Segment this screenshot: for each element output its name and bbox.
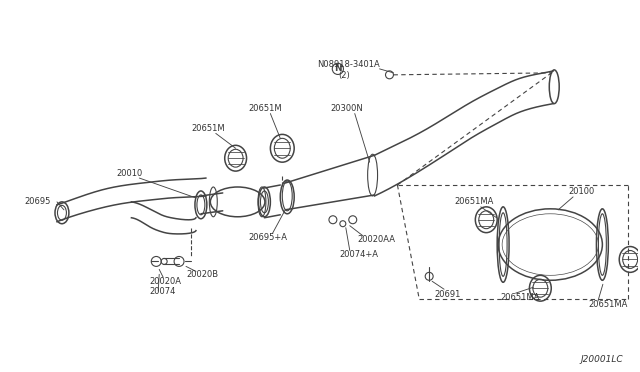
- Text: 20074: 20074: [149, 287, 175, 296]
- Text: 20651M: 20651M: [191, 124, 225, 133]
- Text: 20695+A: 20695+A: [248, 233, 287, 242]
- Text: 20695: 20695: [24, 198, 51, 206]
- Text: 20020A: 20020A: [149, 277, 181, 286]
- Text: N: N: [334, 64, 342, 73]
- Text: (2): (2): [338, 71, 349, 80]
- Text: 20100: 20100: [568, 187, 595, 196]
- Text: J20001LC: J20001LC: [580, 355, 623, 364]
- Text: 20651M: 20651M: [248, 104, 282, 113]
- Text: 20651MA: 20651MA: [500, 293, 540, 302]
- Text: 20020B: 20020B: [186, 270, 218, 279]
- Text: 20651MA: 20651MA: [588, 299, 627, 309]
- Text: 20020AA: 20020AA: [358, 235, 396, 244]
- Text: N08918-3401A: N08918-3401A: [317, 60, 380, 70]
- Text: 20010: 20010: [116, 169, 143, 177]
- Text: 20300N: 20300N: [330, 104, 363, 113]
- Text: 20074+A: 20074+A: [340, 250, 379, 259]
- Text: 20691: 20691: [434, 290, 461, 299]
- Text: 20651MA: 20651MA: [454, 198, 493, 206]
